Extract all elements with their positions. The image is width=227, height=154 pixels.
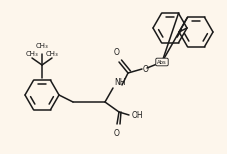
Text: CH₃: CH₃ [36,43,48,49]
Text: CH₃: CH₃ [46,51,58,57]
Text: Abs: Abs [157,59,167,65]
Text: O: O [114,48,120,57]
Text: O: O [114,129,120,138]
Text: CH₃: CH₃ [26,51,38,57]
Text: O: O [143,65,149,73]
Text: NH: NH [114,78,126,87]
Text: OH: OH [132,111,144,120]
